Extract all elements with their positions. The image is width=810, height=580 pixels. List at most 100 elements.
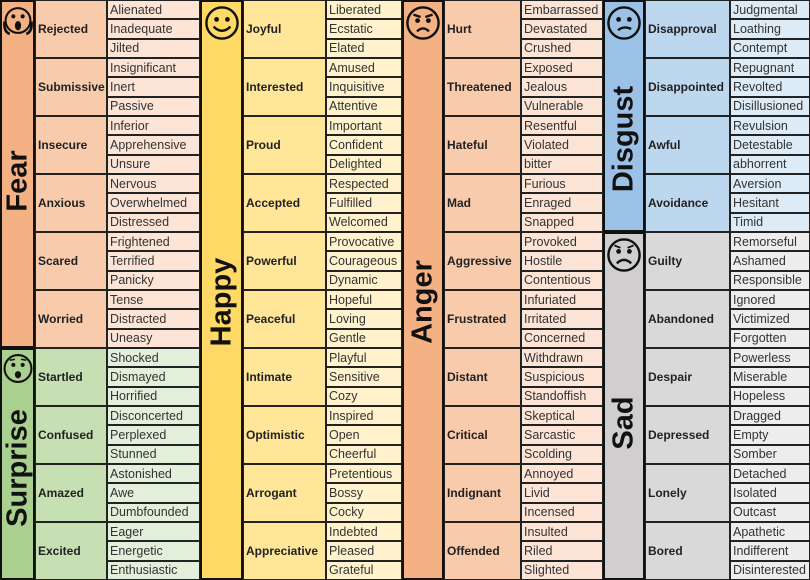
secondary-emotion: Worried bbox=[35, 290, 107, 348]
tertiary-emotion: Insulted bbox=[521, 522, 603, 542]
confused-face-icon bbox=[607, 6, 641, 40]
secondary-emotion: Scared bbox=[35, 232, 107, 290]
tertiary-emotion: Scolding bbox=[521, 444, 603, 464]
tertiary-emotion: Overwhelmed bbox=[107, 193, 200, 213]
tertiary-emotion: Hopeful bbox=[326, 290, 402, 310]
secondary-emotion: Proud bbox=[243, 116, 326, 174]
tertiary-emotion: Hopeless bbox=[730, 386, 810, 406]
category-fear: Fear bbox=[0, 0, 35, 348]
secondary-emotion: Joyful bbox=[243, 0, 326, 58]
tertiary-emotion: Enthusiastic bbox=[107, 560, 200, 580]
secondary-emotion: Excited bbox=[35, 522, 107, 580]
tertiary-emotion: Revulsion bbox=[730, 116, 810, 136]
tertiary-emotion: Incensed bbox=[521, 502, 603, 522]
secondary-emotion: Appreciative bbox=[243, 522, 326, 580]
secondary-emotion: Startled bbox=[35, 348, 107, 406]
tertiary-emotion: Grateful bbox=[326, 560, 402, 580]
tertiary-emotion: Inadequate bbox=[107, 19, 200, 39]
tertiary-emotion: Disillusioned bbox=[730, 96, 810, 116]
secondary-emotion: Rejected bbox=[35, 0, 107, 58]
tertiary-emotion: Empty bbox=[730, 425, 810, 445]
secondary-emotion: Anxious bbox=[35, 174, 107, 232]
tertiary-emotion: Repugnant bbox=[730, 58, 810, 78]
tertiary-emotion: Panicky bbox=[107, 270, 200, 290]
tertiary-emotion: Alienated bbox=[107, 0, 200, 20]
tertiary-emotion: Open bbox=[326, 425, 402, 445]
category-label: Fear bbox=[1, 150, 33, 212]
tertiary-emotion: Detestable bbox=[730, 135, 810, 155]
tertiary-emotion: Resentful bbox=[521, 116, 603, 136]
tertiary-emotion: Unsure bbox=[107, 154, 200, 174]
tertiary-emotion: Cozy bbox=[326, 386, 402, 406]
tertiary-emotion: Perplexed bbox=[107, 425, 200, 445]
tertiary-emotion: Jilted bbox=[107, 38, 200, 58]
category-label: Sad bbox=[607, 396, 640, 450]
tertiary-emotion: Dumbfounded bbox=[107, 502, 200, 522]
tertiary-emotion: Concerned bbox=[521, 328, 603, 348]
tertiary-emotion: Distressed bbox=[107, 212, 200, 232]
surprised-face-icon bbox=[3, 354, 32, 383]
tertiary-emotion: Indifferent bbox=[730, 541, 810, 561]
tertiary-emotion: Forgotten bbox=[730, 328, 810, 348]
tertiary-emotion: Disinterested bbox=[730, 560, 810, 580]
fearful-face-icon bbox=[2, 7, 33, 36]
tertiary-emotion: Vulnerable bbox=[521, 96, 603, 116]
tertiary-emotion: Hesitant bbox=[730, 193, 810, 213]
tertiary-emotion: Horrified bbox=[107, 386, 200, 406]
tertiary-emotion: Ecstatic bbox=[326, 19, 402, 39]
secondary-emotion: Threatened bbox=[444, 58, 521, 116]
tertiary-emotion: Snapped bbox=[521, 212, 603, 232]
tertiary-emotion: Slighted bbox=[521, 560, 603, 580]
secondary-emotion: Aggressive bbox=[444, 232, 521, 290]
tertiary-emotion: Pleased bbox=[326, 541, 402, 561]
secondary-emotion: Arrogant bbox=[243, 464, 326, 522]
sad-face-icon bbox=[607, 238, 641, 272]
secondary-emotion: Disappointed bbox=[645, 58, 730, 116]
secondary-emotion: Awful bbox=[645, 116, 730, 174]
tertiary-emotion: Tense bbox=[107, 290, 200, 310]
tertiary-emotion: Inspired bbox=[326, 406, 402, 426]
tertiary-emotion: Timid bbox=[730, 212, 810, 232]
tertiary-emotion: Nervous bbox=[107, 174, 200, 194]
tertiary-emotion: Apprehensive bbox=[107, 135, 200, 155]
tertiary-emotion: Ashamed bbox=[730, 251, 810, 271]
category-label: Happy bbox=[205, 257, 237, 346]
tertiary-emotion: Inquisitive bbox=[326, 77, 402, 97]
tertiary-emotion: Loving bbox=[326, 309, 402, 329]
secondary-emotion: Peaceful bbox=[243, 290, 326, 348]
tertiary-emotion: Embarrassed bbox=[521, 0, 603, 20]
tertiary-emotion: Dynamic bbox=[326, 270, 402, 290]
secondary-emotion: Accepted bbox=[243, 174, 326, 232]
tertiary-emotion: Furious bbox=[521, 174, 603, 194]
secondary-emotion: Indignant bbox=[444, 464, 521, 522]
tertiary-emotion: Delighted bbox=[326, 154, 402, 174]
tertiary-emotion: Miserable bbox=[730, 367, 810, 387]
secondary-emotion: Offended bbox=[444, 522, 521, 580]
tertiary-emotion: Frightened bbox=[107, 232, 200, 252]
secondary-emotion: Powerful bbox=[243, 232, 326, 290]
tertiary-emotion: Uneasy bbox=[107, 328, 200, 348]
secondary-emotion: Hurt bbox=[444, 0, 521, 58]
tertiary-emotion: Distracted bbox=[107, 309, 200, 329]
secondary-emotion: Bored bbox=[645, 522, 730, 580]
tertiary-emotion: Powerless bbox=[730, 348, 810, 368]
tertiary-emotion: Energetic bbox=[107, 541, 200, 561]
category-surprise: Surprise bbox=[0, 348, 35, 580]
secondary-emotion: Critical bbox=[444, 406, 521, 464]
secondary-emotion: Intimate bbox=[243, 348, 326, 406]
tertiary-emotion: Welcomed bbox=[326, 212, 402, 232]
category-sad: Sad bbox=[603, 232, 645, 580]
tertiary-emotion: Irritated bbox=[521, 309, 603, 329]
tertiary-emotion: Astonished bbox=[107, 464, 200, 484]
tertiary-emotion: Playful bbox=[326, 348, 402, 368]
tertiary-emotion: Pretentious bbox=[326, 464, 402, 484]
secondary-emotion: Amazed bbox=[35, 464, 107, 522]
tertiary-emotion: Loathing bbox=[730, 19, 810, 39]
smiling-face-icon bbox=[204, 6, 239, 40]
tertiary-emotion: Jealous bbox=[521, 77, 603, 97]
tertiary-emotion: Attentive bbox=[326, 96, 402, 116]
tertiary-emotion: Responsible bbox=[730, 270, 810, 290]
tertiary-emotion: Elated bbox=[326, 38, 402, 58]
tertiary-emotion: Confident bbox=[326, 135, 402, 155]
